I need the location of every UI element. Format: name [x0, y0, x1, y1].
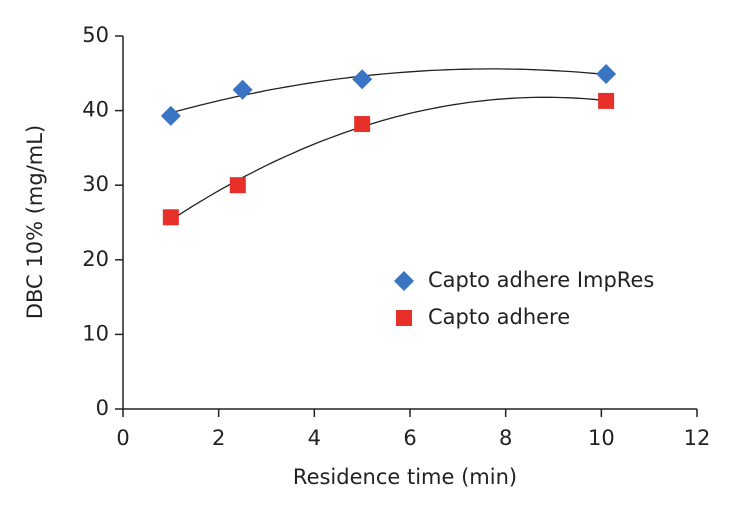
x-axis-label: Residence time (min) — [293, 465, 517, 489]
marker — [598, 92, 615, 109]
marker — [596, 64, 617, 85]
marker — [160, 105, 181, 126]
x-tick-label: 12 — [684, 426, 711, 450]
x-tick-label: 6 — [403, 426, 416, 450]
y-tick-label: 40 — [82, 98, 109, 122]
marker — [229, 177, 246, 194]
y-tick-label: 10 — [82, 321, 109, 345]
trend-line — [170, 96, 607, 221]
x-tick-label: 8 — [499, 426, 512, 450]
y-tick-label: 0 — [96, 396, 109, 420]
legend-label: Capto adhere — [428, 305, 570, 329]
y-tick-label: 50 — [82, 23, 109, 47]
y-axis-label: DBC 10% (mg/mL) — [23, 125, 47, 319]
marker — [162, 209, 179, 226]
x-tick-label: 10 — [588, 426, 615, 450]
x-tick-label: 0 — [116, 426, 129, 450]
marker — [232, 79, 253, 100]
marker — [354, 116, 371, 133]
y-tick-label: 30 — [82, 172, 109, 196]
marker — [352, 69, 373, 90]
legend-label: Capto adhere ImpRes — [428, 268, 654, 292]
y-tick-label: 20 — [82, 247, 109, 271]
x-tick-label: 4 — [308, 426, 321, 450]
legend-marker — [396, 310, 412, 326]
x-tick-label: 2 — [212, 426, 225, 450]
legend-marker — [394, 271, 414, 291]
